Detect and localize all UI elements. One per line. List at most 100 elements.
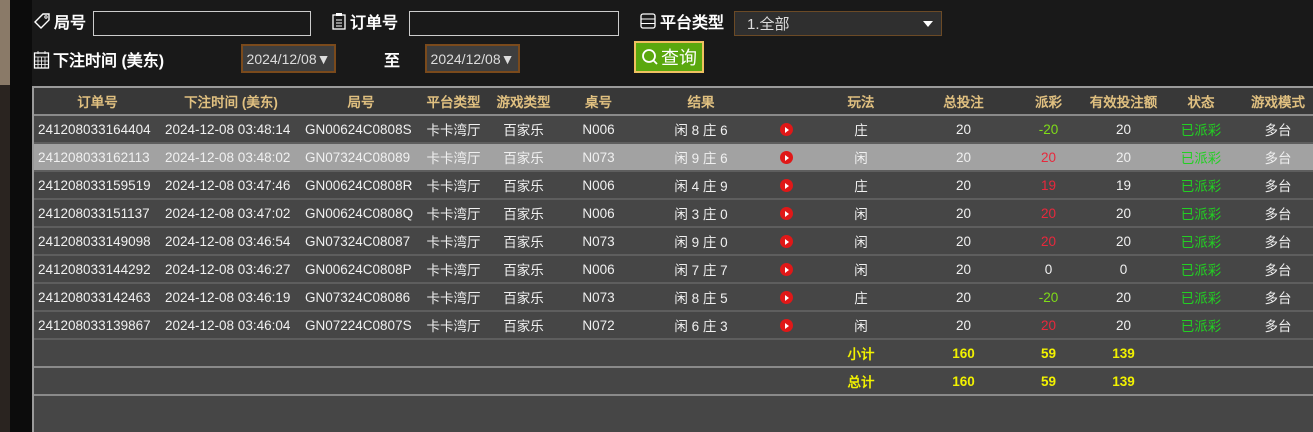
cell-result: 闲 6 庄 3 [636, 311, 766, 340]
cell-round: GN07324C08086 [301, 283, 421, 312]
cell-play: 闲 [806, 199, 916, 228]
column-header[interactable]: 局号 [301, 88, 421, 116]
empty-cell [636, 367, 766, 396]
total-label: 总计 [806, 367, 916, 396]
cell-order: 241208033159519 [34, 171, 161, 200]
table-header: 订单号 下注时间 (美东) 局号 平台类型 游戏类型 桌号 结果 玩法 总投注 派彩 有效投注额 状态… [34, 88, 1313, 116]
chevron-down-icon [923, 21, 933, 27]
table-row[interactable]: 241208033144292 2024-12-08 03:46:27 GN0062… [34, 255, 1313, 284]
empty-cell [1241, 367, 1313, 396]
cell-round: GN00624C0808S [301, 115, 421, 144]
replay-cell [766, 143, 806, 172]
play-video-icon[interactable] [779, 235, 793, 249]
cell-time: 2024-12-08 03:46:19 [161, 283, 301, 312]
column-header[interactable]: 玩法 [806, 88, 916, 116]
play-video-icon[interactable] [779, 123, 793, 137]
subtotal-label: 小计 [806, 339, 916, 368]
cell-order: 241208033164404 [34, 115, 161, 144]
cell-play: 庄 [806, 171, 916, 200]
cell-round: GN07224C0807S [301, 311, 421, 340]
round-input[interactable] [93, 11, 311, 36]
cell-mode: 多台 [1241, 199, 1313, 228]
empty-cell [301, 367, 421, 396]
replay-cell [766, 227, 806, 256]
platform-select[interactable]: 1.全部 [734, 11, 942, 36]
table-row[interactable]: 241208033142463 2024-12-08 03:46:19 GN0732… [34, 283, 1313, 312]
cell-game: 百家乐 [486, 199, 561, 228]
list-icon [640, 13, 656, 29]
cell-mode: 多台 [1241, 227, 1313, 256]
column-header[interactable]: 下注时间 (美东) [161, 88, 301, 116]
table-row[interactable]: 241208033159519 2024-12-08 03:47:46 GN0062… [34, 171, 1313, 200]
cell-game: 百家乐 [486, 283, 561, 312]
order-input[interactable] [409, 11, 619, 36]
cell-time: 2024-12-08 03:48:02 [161, 143, 301, 172]
column-header[interactable]: 派彩 [1011, 88, 1086, 116]
column-header[interactable]: 有效投注额 [1086, 88, 1161, 116]
play-video-icon[interactable] [779, 207, 793, 221]
column-header[interactable] [766, 88, 806, 116]
cell-platform: 卡卡湾厅 [421, 171, 486, 200]
cell-time: 2024-12-08 03:46:27 [161, 255, 301, 284]
cell-status: 已派彩 [1161, 255, 1241, 284]
cell-game: 百家乐 [486, 171, 561, 200]
cell-game: 百家乐 [486, 143, 561, 172]
cell-time: 2024-12-08 03:48:14 [161, 115, 301, 144]
column-header[interactable]: 游戏模式 [1241, 88, 1313, 116]
cell-order: 241208033151137 [34, 199, 161, 228]
column-header[interactable]: 平台类型 [421, 88, 486, 116]
date-to-picker[interactable]: 2024/12/08▼ [425, 44, 520, 73]
empty-cell [34, 367, 161, 396]
replay-cell [766, 311, 806, 340]
play-video-icon[interactable] [779, 151, 793, 165]
platform-label: 平台类型 [639, 9, 724, 33]
column-header[interactable]: 游戏类型 [486, 88, 561, 116]
query-button[interactable]: 查询 [634, 41, 704, 73]
cell-valid: 19 [1086, 171, 1161, 200]
cell-play: 庄 [806, 115, 916, 144]
cell-bet: 20 [916, 199, 1011, 228]
column-header[interactable]: 状态 [1161, 88, 1241, 116]
table-row[interactable]: 241208033164404 2024-12-08 03:48:14 GN0062… [34, 115, 1313, 144]
column-header[interactable]: 总投注 [916, 88, 1011, 116]
cell-result: 闲 8 庄 6 [636, 115, 766, 144]
cell-game: 百家乐 [486, 311, 561, 340]
empty-cell [421, 367, 486, 396]
total-bet: 160 [916, 367, 1011, 396]
empty-cell [766, 339, 806, 368]
play-video-icon[interactable] [779, 263, 793, 277]
cell-platform: 卡卡湾厅 [421, 199, 486, 228]
cell-table: N006 [561, 255, 636, 284]
cell-table: N073 [561, 283, 636, 312]
cell-payout: 20 [1011, 143, 1086, 172]
cell-result: 闲 9 庄 6 [636, 143, 766, 172]
cell-valid: 20 [1086, 199, 1161, 228]
cell-mode: 多台 [1241, 255, 1313, 284]
table-row[interactable]: 241208033151137 2024-12-08 03:47:02 GN0062… [34, 199, 1313, 228]
cell-table: N006 [561, 171, 636, 200]
column-header[interactable]: 桌号 [561, 88, 636, 116]
cell-status: 已派彩 [1161, 227, 1241, 256]
cell-table: N073 [561, 227, 636, 256]
table-row[interactable]: 241208033149098 2024-12-08 03:46:54 GN0732… [34, 227, 1313, 256]
table-row[interactable]: 241208033139867 2024-12-08 03:46:04 GN0722… [34, 311, 1313, 340]
cell-order: 241208033162113 [34, 143, 161, 172]
empty-cell [34, 339, 161, 368]
cell-payout: 20 [1011, 311, 1086, 340]
column-header[interactable]: 结果 [636, 88, 766, 116]
replay-cell [766, 255, 806, 284]
column-header[interactable]: 订单号 [34, 88, 161, 116]
cell-bet: 20 [916, 255, 1011, 284]
play-video-icon[interactable] [779, 319, 793, 333]
cell-valid: 20 [1086, 115, 1161, 144]
date-from-picker[interactable]: 2024/12/08▼ [241, 44, 336, 73]
empty-cell [1161, 339, 1241, 368]
play-video-icon[interactable] [779, 291, 793, 305]
table-row[interactable]: 241208033162113 2024-12-08 03:48:02 GN0732… [34, 143, 1313, 172]
cell-result: 闲 9 庄 0 [636, 227, 766, 256]
play-video-icon[interactable] [779, 179, 793, 193]
cell-platform: 卡卡湾厅 [421, 227, 486, 256]
cell-play: 庄 [806, 283, 916, 312]
cell-platform: 卡卡湾厅 [421, 115, 486, 144]
subtotal-bet: 160 [916, 339, 1011, 368]
